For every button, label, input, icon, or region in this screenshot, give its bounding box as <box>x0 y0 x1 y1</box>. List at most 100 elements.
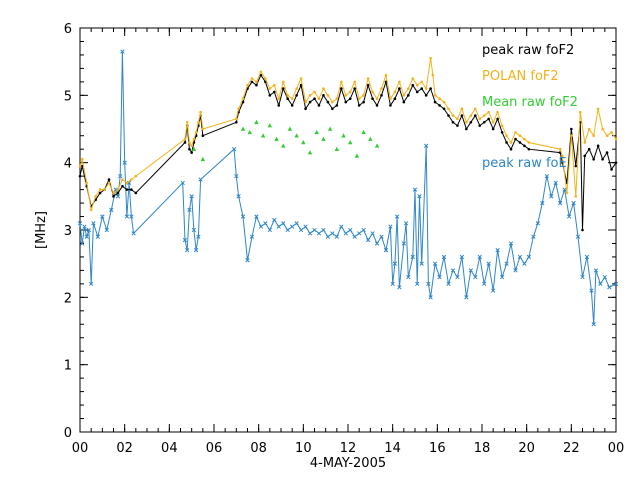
data-point <box>374 143 380 148</box>
data-point <box>94 195 97 198</box>
data-point <box>375 104 379 107</box>
data-point <box>231 147 237 152</box>
data-point <box>112 195 115 198</box>
data-point <box>197 120 200 124</box>
data-point <box>183 141 187 144</box>
y-tick-label: 3 <box>64 224 72 239</box>
series-polan-fof2 <box>78 57 618 212</box>
data-point <box>334 234 339 239</box>
data-point <box>191 146 197 151</box>
data-point <box>420 87 424 90</box>
data-point <box>438 104 441 107</box>
y-axis-ticks: 0 1 2 3 4 5 6 <box>64 22 616 441</box>
data-point <box>402 100 406 104</box>
data-point <box>298 227 304 233</box>
data-point <box>451 114 455 117</box>
data-point <box>281 80 285 84</box>
data-point <box>390 281 395 287</box>
y-axis-label: [MHz] <box>34 211 49 249</box>
data-point <box>522 261 527 266</box>
data-point <box>331 100 334 104</box>
data-point <box>429 57 432 60</box>
data-point <box>562 187 567 192</box>
data-point <box>287 126 293 131</box>
data-point <box>264 80 267 84</box>
x-tick-label: 00 <box>608 441 625 456</box>
data-point <box>540 200 545 206</box>
data-point <box>514 131 517 134</box>
data-point <box>584 254 590 260</box>
data-point <box>103 188 106 191</box>
data-point <box>190 151 193 154</box>
data-point <box>368 136 373 141</box>
data-point <box>561 154 564 158</box>
data-point <box>258 224 264 229</box>
data-point <box>478 117 482 121</box>
data-point <box>496 110 499 114</box>
data-point <box>610 168 613 171</box>
data-point <box>254 214 259 219</box>
data-point <box>417 194 422 199</box>
x-axis-label: 4-MAY-2005 <box>310 456 386 471</box>
data-point <box>335 97 339 100</box>
x-tick-label: 18 <box>474 441 491 456</box>
data-point <box>290 224 295 229</box>
legend-entry: Mean raw foF2 <box>482 95 578 110</box>
data-point <box>98 191 102 195</box>
x-tick-label: 04 <box>161 441 178 456</box>
data-point <box>526 254 532 260</box>
data-point <box>276 224 281 229</box>
data-point <box>348 97 352 100</box>
data-point <box>125 181 129 185</box>
data-point <box>486 261 491 266</box>
data-point <box>247 129 252 135</box>
data-point <box>237 107 240 111</box>
data-point <box>574 195 578 198</box>
legend-entry: peak raw foE <box>482 156 567 171</box>
data-point <box>352 234 357 239</box>
data-point <box>330 231 335 236</box>
data-point <box>188 147 191 151</box>
data-point <box>188 141 191 144</box>
data-point <box>317 104 321 107</box>
series-peak-raw-foe <box>77 49 619 327</box>
data-point <box>80 241 85 246</box>
data-point <box>91 221 96 226</box>
data-point <box>518 141 522 144</box>
data-point <box>509 147 513 151</box>
data-point <box>187 207 192 212</box>
data-point <box>508 241 514 246</box>
data-point <box>456 117 459 121</box>
data-point <box>407 94 410 97</box>
data-point <box>442 107 446 111</box>
data-point <box>424 94 428 97</box>
y-tick-label: 5 <box>64 89 72 104</box>
legend: peak raw foF2 POLAN foF2 Mean raw foF2 peak… <box>482 43 578 171</box>
data-point <box>250 80 254 84</box>
data-point <box>433 94 437 97</box>
data-point <box>587 147 591 151</box>
data-point <box>605 134 609 138</box>
data-point <box>598 281 603 287</box>
x-tick-label: 16 <box>429 441 446 456</box>
data-point <box>482 114 486 117</box>
data-point <box>592 134 595 138</box>
data-point <box>614 137 618 141</box>
data-point <box>277 97 281 100</box>
data-point <box>357 97 361 100</box>
data-point <box>348 139 353 145</box>
data-point <box>402 94 406 97</box>
data-point <box>322 94 325 97</box>
series-mean-raw-fof2 <box>191 119 380 162</box>
data-point <box>317 97 321 100</box>
data-point <box>339 224 344 229</box>
data-point <box>446 281 451 287</box>
data-point <box>89 208 93 212</box>
series-layer <box>77 49 619 327</box>
y-tick-label: 1 <box>64 359 72 374</box>
data-point <box>361 129 366 135</box>
data-point <box>517 254 523 260</box>
data-point <box>398 80 401 84</box>
data-point <box>505 141 508 144</box>
data-point <box>198 177 203 182</box>
